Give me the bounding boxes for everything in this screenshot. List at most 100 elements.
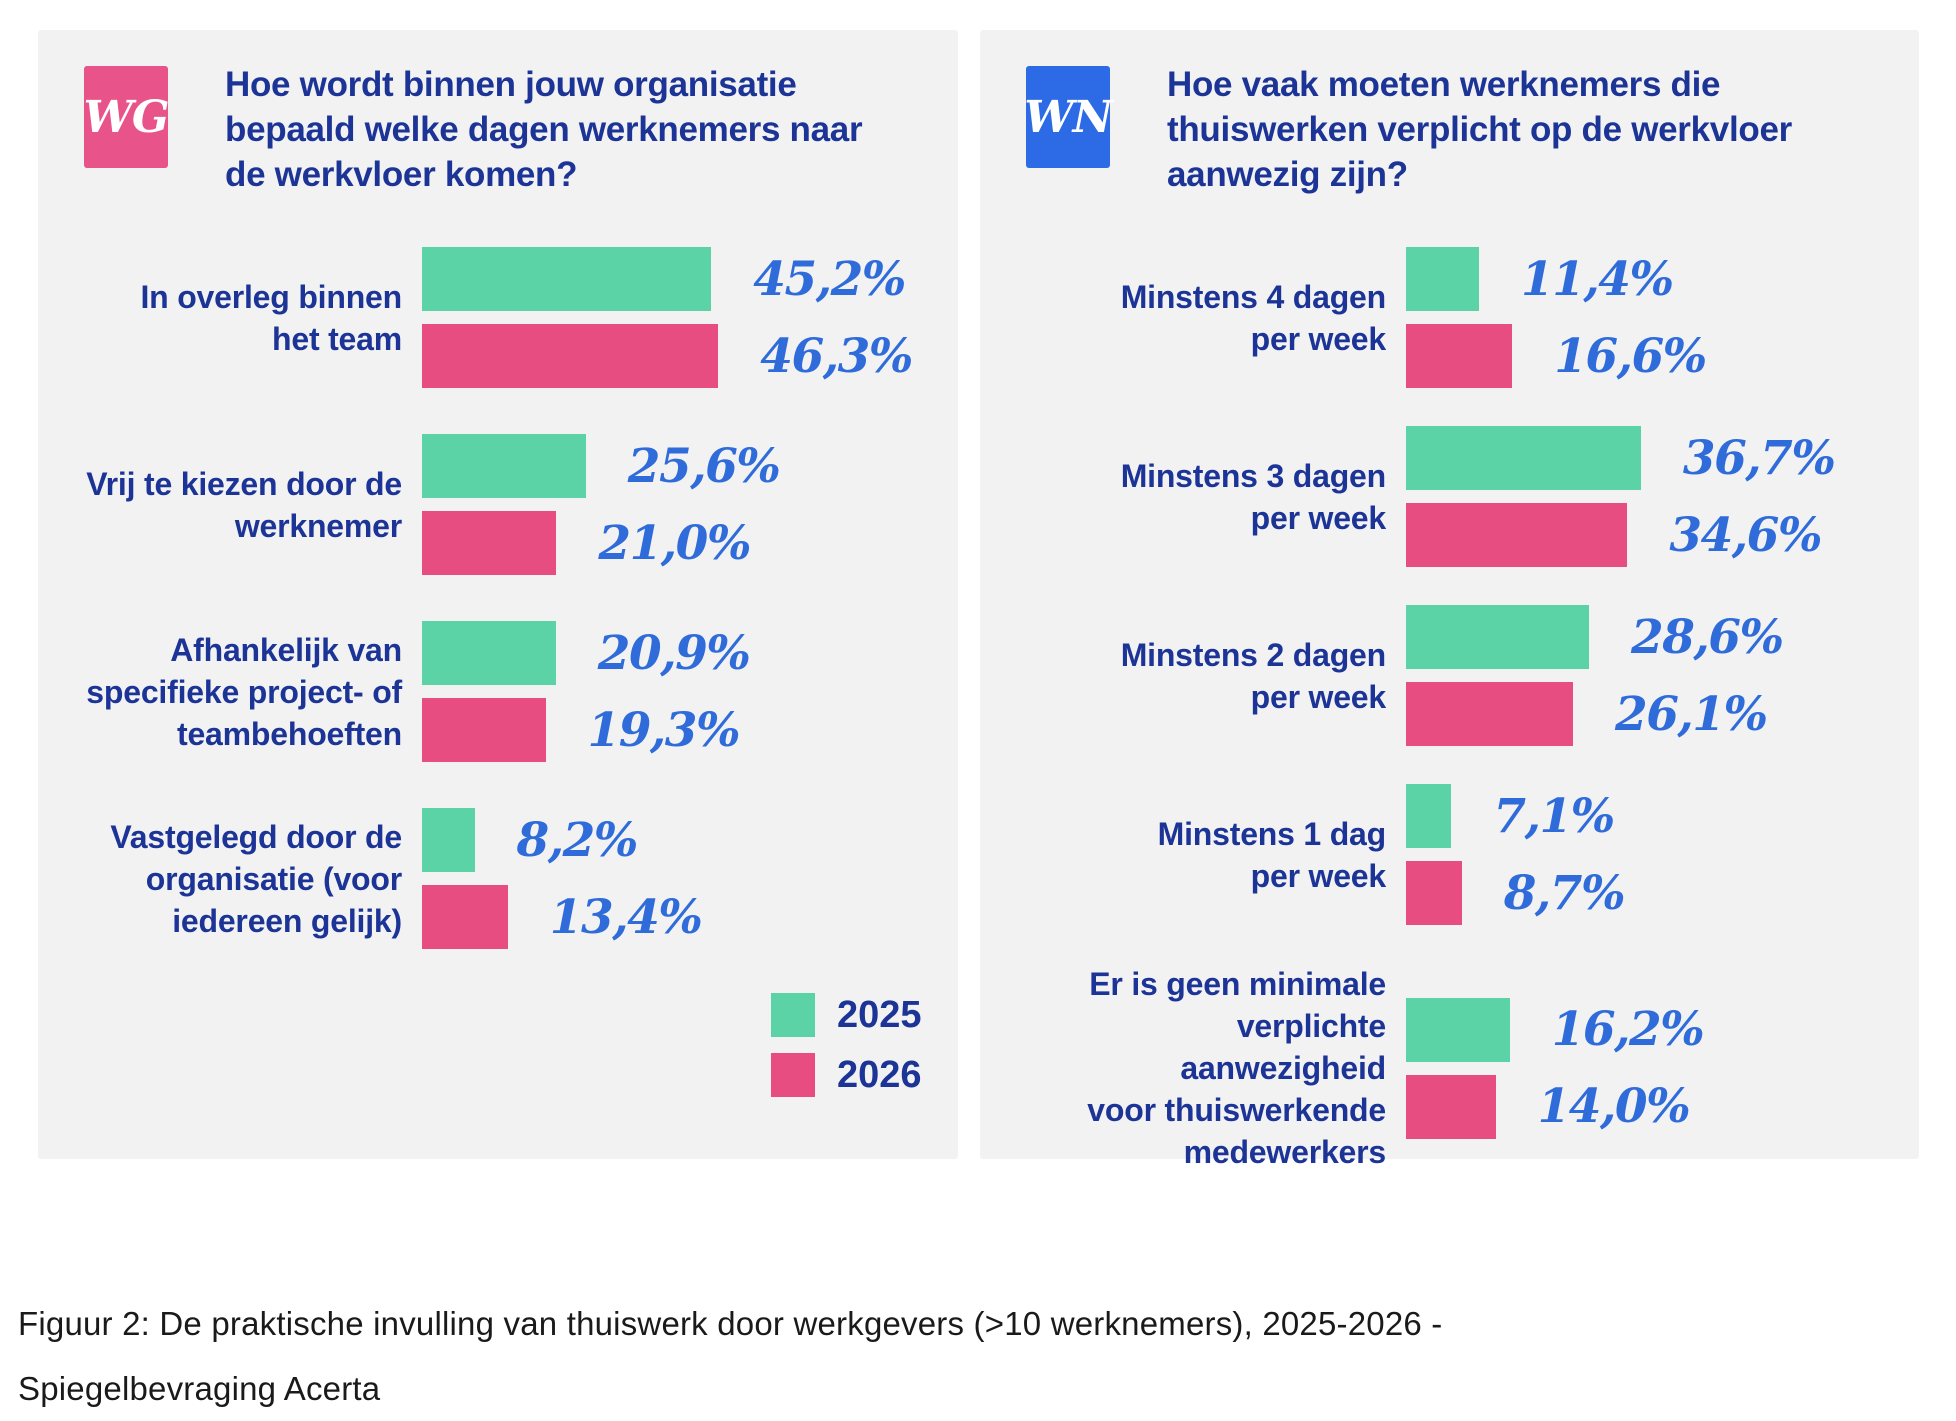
- wn-chart-title: Hoe vaak moeten werknemers die thuiswerke…: [1167, 62, 1792, 197]
- chart-row: Vrij te kiezen door de werknemer 25,6% 21,0…: [84, 434, 928, 575]
- chart-title-line: aanwezig zijn?: [1167, 155, 1408, 194]
- wg-rows: In overleg binnen het team 45,2% 46,3% Vrij …: [84, 247, 928, 949]
- wg-badge: WG: [84, 66, 170, 168]
- category-label-line: iedereen gelijk): [172, 902, 402, 939]
- category-label-line: teambehoeften: [177, 715, 402, 752]
- bar-2025: [1406, 784, 1452, 848]
- bar-line-2026: 21,0%: [422, 511, 779, 575]
- bar-line-2025: 36,7%: [1406, 426, 1836, 490]
- chart-panel-wn: WN Hoe vaak moeten werknemers die thuiswer…: [980, 30, 1919, 1170]
- bar-2025: [422, 434, 586, 498]
- category-label-line: Minstens 1 dag: [1157, 815, 1387, 852]
- bar-group: 8,2% 13,4%: [422, 808, 703, 949]
- chart-row: Minstens 2 dagen per week 28,6% 26,1%: [1026, 605, 1889, 746]
- legend-item-2026: 2026: [771, 1053, 928, 1097]
- value-label-2026: 19,3%: [587, 702, 741, 758]
- bar-line-2025: 7,1%: [1406, 784, 1624, 848]
- bar-line-2026: 13,4%: [422, 885, 703, 949]
- category-label: In overleg binnen het team: [84, 276, 402, 360]
- category-label-line: medewerkers: [1183, 1134, 1387, 1170]
- bar-group: 11,4% 16,6%: [1406, 247, 1707, 388]
- value-label-2025: 8,2%: [516, 812, 639, 868]
- category-label-line: per week: [1250, 499, 1387, 536]
- chart-row: Minstens 3 dagen per week 36,7% 34,6%: [1026, 426, 1889, 567]
- bar-2025: [422, 808, 475, 872]
- bar-line-2026: 14,0%: [1406, 1074, 1703, 1139]
- bar-group: 25,6% 21,0%: [422, 434, 781, 575]
- bar-2025: [1406, 247, 1479, 311]
- value-label-2025: 16,2%: [1551, 1002, 1705, 1057]
- value-label-2026: 13,4%: [549, 889, 703, 945]
- chart-row: Vastgelegd door de organisatie (voor ieder…: [84, 808, 928, 949]
- chart-title-line: Hoe wordt binnen jouw organisatie: [225, 65, 797, 104]
- bar-2026: [422, 324, 719, 388]
- value-label-2026: 16,6%: [1554, 328, 1707, 384]
- value-label-2025: 20,9%: [597, 625, 751, 681]
- bar-group: 45,2% 46,3%: [422, 247, 913, 388]
- bar-2026: [1406, 861, 1462, 925]
- value-label-2025: 25,6%: [627, 438, 781, 494]
- bar-line-2026: 19,3%: [422, 698, 749, 762]
- chart-title-line: bepaald welke dagen werknemers naar: [225, 110, 863, 149]
- value-label-2025: 36,7%: [1682, 430, 1836, 486]
- bar-2026: [1406, 682, 1573, 746]
- bar-group: 36,7% 34,6%: [1406, 426, 1836, 567]
- bar-group: 7,1% 8,7%: [1406, 784, 1626, 925]
- bar-group: 28,6% 26,1%: [1406, 605, 1784, 746]
- value-label-2025: 45,2%: [753, 251, 906, 307]
- category-label-line: Vrij te kiezen door de: [86, 465, 402, 502]
- bar-2025: [1406, 997, 1510, 1062]
- chart-row: In overleg binnen het team 45,2% 46,3%: [84, 247, 928, 388]
- legend-swatch-2025: [771, 993, 815, 1037]
- bar-line-2026: 16,6%: [1406, 324, 1707, 388]
- bar-line-2026: 8,7%: [1406, 861, 1626, 925]
- value-label-2026: 46,3%: [760, 328, 913, 384]
- category-label: Minstens 1 dag per week: [1026, 813, 1387, 897]
- chart-panel-wg: WG Hoe wordt binnen jouw organisatie bepaa…: [38, 30, 958, 1159]
- bar-2026: [422, 511, 557, 575]
- category-label: Vastgelegd door de organisatie (voor ieder…: [84, 816, 402, 942]
- value-label-2025: 28,6%: [1631, 609, 1784, 665]
- legend-label: 2025: [837, 993, 922, 1036]
- category-label-line: Minstens 3 dagen: [1120, 457, 1387, 494]
- value-label-2026: 34,6%: [1669, 507, 1822, 563]
- category-label: Minstens 4 dagen per week: [1026, 276, 1387, 360]
- value-label-2025: 7,1%: [1493, 788, 1615, 844]
- category-label-line: Minstens 4 dagen: [1120, 278, 1387, 315]
- category-label-line: voor thuiswerkende: [1087, 1092, 1386, 1128]
- category-label-line: Minstens 2 dagen: [1120, 636, 1387, 673]
- value-label-2026: 21,0%: [598, 515, 751, 571]
- category-label: Afhankelijk van specifieke project- of tea…: [84, 629, 402, 755]
- bar-line-2025: 45,2%: [422, 247, 912, 311]
- category-label: Er is geen minimale verplichte aanwezighe…: [1026, 963, 1386, 1173]
- bar-2025: [422, 247, 712, 311]
- legend-item-2025: 2025: [771, 993, 928, 1037]
- wg-chart-title: Hoe wordt binnen jouw organisatie bepaald…: [225, 62, 863, 197]
- bar-line-2025: 25,6%: [422, 434, 781, 498]
- category-label-line: per week: [1250, 678, 1387, 715]
- category-label-line: Afhankelijk van: [170, 631, 402, 668]
- wn-rows: Minstens 4 dagen per week 11,4% 16,6% Minste…: [1026, 247, 1889, 1173]
- bar-2026: [1406, 503, 1628, 567]
- category-label: Minstens 2 dagen per week: [1026, 634, 1387, 718]
- chart-title-line: thuiswerken verplicht op de werkvloer: [1167, 110, 1792, 149]
- chart-row: Minstens 1 dag per week 7,1% 8,7%: [1026, 784, 1889, 925]
- bar-line-2025: 8,2%: [422, 808, 701, 872]
- bar-group: 20,9% 19,3%: [422, 621, 751, 762]
- category-label-line: werknemer: [234, 507, 402, 544]
- value-label-2026: 14,0%: [1537, 1079, 1691, 1134]
- category-label: Minstens 3 dagen per week: [1026, 455, 1387, 539]
- value-label-2025: 11,4%: [1521, 251, 1674, 307]
- bar-2026: [1406, 1074, 1496, 1139]
- chart-panels: WG Hoe wordt binnen jouw organisatie bepaa…: [38, 30, 1919, 1170]
- bar-line-2026: 46,3%: [422, 324, 913, 388]
- bar-line-2025: 16,2%: [1406, 997, 1705, 1062]
- chart-row: Afhankelijk van specifieke project- of tea…: [84, 621, 928, 762]
- category-label-line: per week: [1250, 320, 1387, 357]
- legend: 2025 2026: [771, 993, 928, 1097]
- chart-title-line: de werkvloer komen?: [225, 155, 578, 194]
- category-label-line: Vastgelegd door de: [110, 818, 402, 855]
- category-label-line: specifieke project- of: [86, 673, 402, 710]
- category-label-line: Er is geen minimale: [1089, 966, 1386, 1002]
- category-label-line: In overleg binnen: [140, 278, 402, 315]
